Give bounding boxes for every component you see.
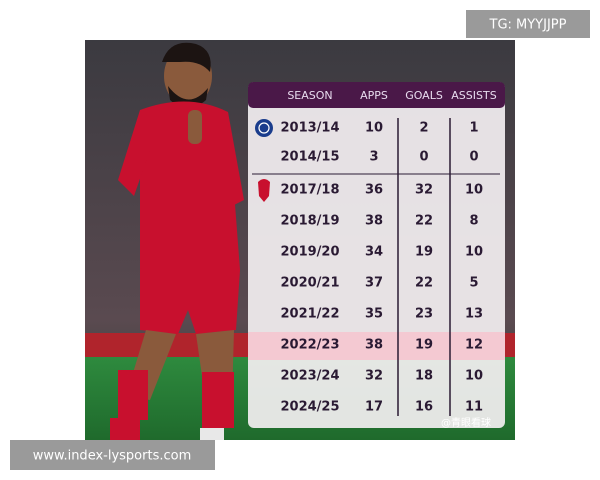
- apps-cell: 17: [365, 400, 383, 415]
- assists-cell: 0: [469, 150, 478, 165]
- goals-cell: 2: [419, 121, 428, 136]
- chelsea-crest: [255, 119, 273, 137]
- apps-cell: 35: [365, 307, 383, 322]
- apps-cell: 37: [365, 276, 383, 291]
- assists-cell: 1: [469, 121, 478, 136]
- apps-cell: 38: [365, 338, 383, 353]
- season-cell: 2014/15: [280, 150, 339, 165]
- goals-cell: 16: [415, 400, 433, 415]
- watermark-bottom: www.index-lysports.com: [33, 449, 192, 464]
- goals-cell: 19: [415, 245, 433, 260]
- goals-cell: 0: [419, 150, 428, 165]
- apps-cell: 32: [365, 369, 383, 384]
- apps-cell: 36: [365, 183, 383, 198]
- apps-cell: 34: [365, 245, 383, 260]
- assists-cell: 13: [465, 307, 483, 322]
- header-assists: ASSISTS: [451, 89, 496, 102]
- season-cell: 2024/25: [280, 400, 339, 415]
- assists-cell: 10: [465, 369, 483, 384]
- goals-cell: 22: [415, 214, 433, 229]
- assists-cell: 5: [469, 276, 478, 291]
- goals-cell: 23: [415, 307, 433, 322]
- assists-cell: 10: [465, 183, 483, 198]
- apps-cell: 38: [365, 214, 383, 229]
- stats-panel: [248, 82, 505, 428]
- goals-cell: 32: [415, 183, 433, 198]
- season-cell: 2020/21: [280, 276, 339, 291]
- liverpool-crest: [258, 179, 270, 202]
- goals-cell: 19: [415, 338, 433, 353]
- goals-cell: 18: [415, 369, 433, 384]
- header-season: SEASON: [287, 89, 332, 102]
- header-apps: APPS: [360, 89, 388, 102]
- season-cell: 2021/22: [280, 307, 339, 322]
- assists-cell: 11: [465, 400, 483, 415]
- season-cell: 2018/19: [280, 214, 339, 229]
- season-cell: 2019/20: [280, 245, 339, 260]
- goals-cell: 22: [415, 276, 433, 291]
- assists-cell: 12: [465, 338, 483, 353]
- credit: @青眼看球: [441, 416, 491, 429]
- season-cell: 2013/14: [280, 121, 339, 136]
- season-cell: 2022/23: [280, 338, 339, 353]
- season-cell: 2017/18: [280, 183, 339, 198]
- header-goals: GOALS: [405, 89, 443, 102]
- season-cell: 2023/24: [280, 369, 339, 384]
- assists-cell: 8: [469, 214, 478, 229]
- apps-cell: 3: [369, 150, 378, 165]
- watermark-top: TG: MYYJJPP: [489, 18, 567, 33]
- assists-cell: 10: [465, 245, 483, 260]
- apps-cell: 10: [365, 121, 383, 136]
